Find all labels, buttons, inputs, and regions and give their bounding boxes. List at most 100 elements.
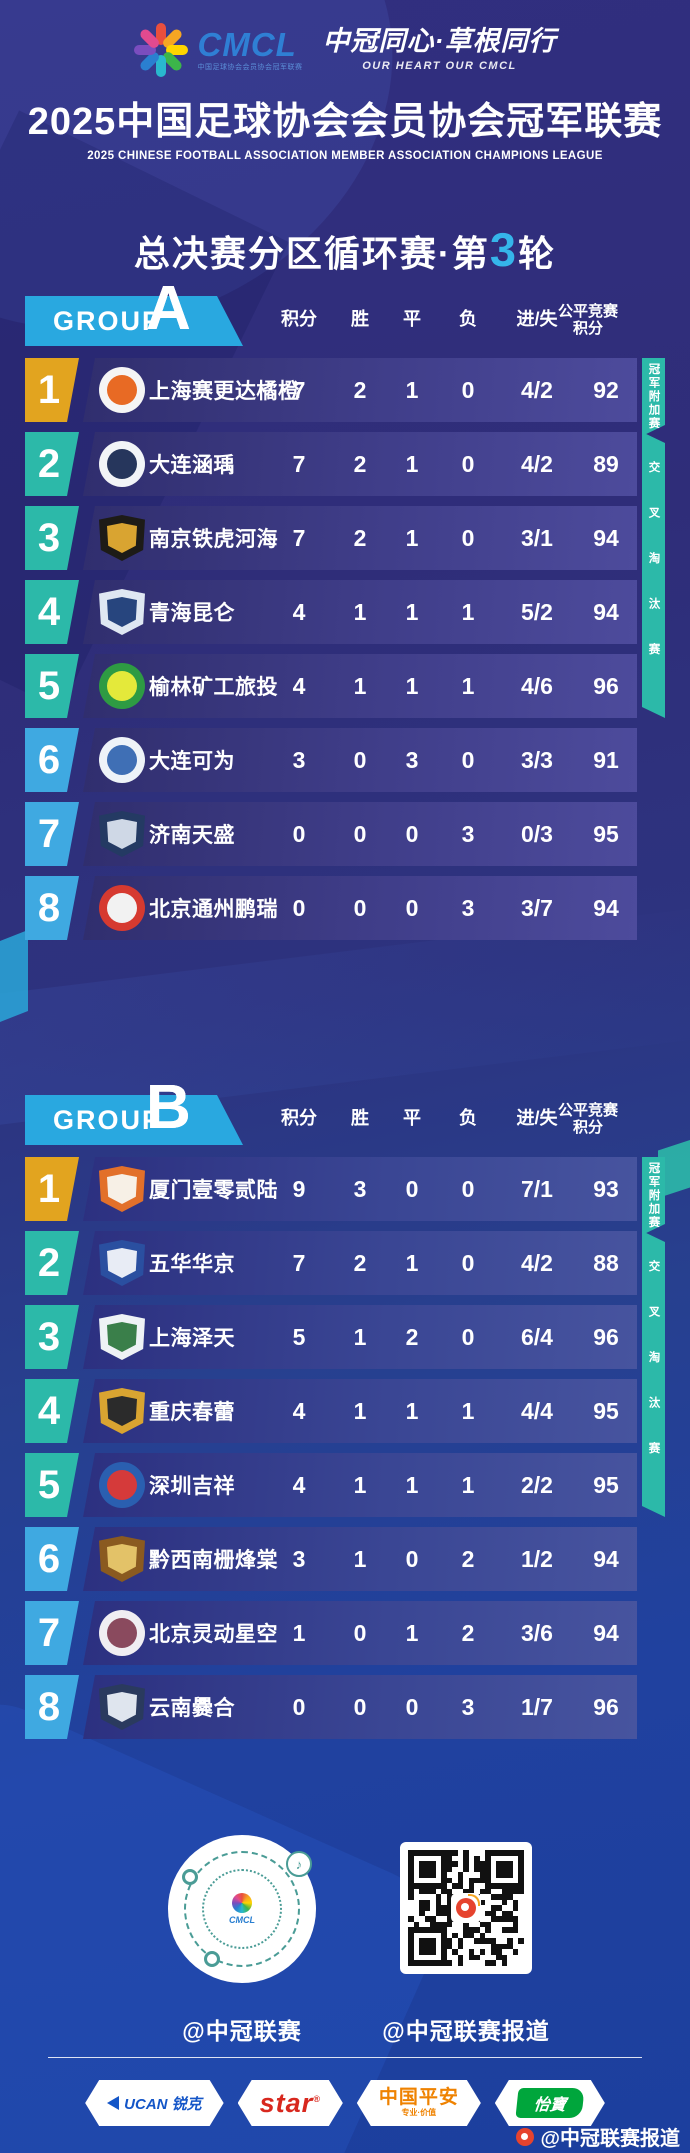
team-logo	[99, 1166, 145, 1212]
stat-goals: 7/1	[521, 1175, 553, 1202]
column-header: 公平竞赛 积分	[557, 303, 618, 338]
watermark: @中冠联赛报道	[516, 2122, 680, 2151]
team-logo-core	[107, 523, 137, 553]
standings-rows: 1 厦门壹零贰陆 9 3 0 0 7/1 93 2 五华华京 7 2 1 0 4/2 88 3 上海…	[25, 1157, 637, 1749]
sponsor-cestbon-badge: 怡寶	[495, 2080, 605, 2126]
weibo-logo-badge	[451, 1893, 481, 1923]
qr-cell	[490, 1938, 497, 1944]
column-header: 平	[403, 1108, 421, 1128]
stat-losses: 1	[461, 1397, 475, 1424]
row-bar: 上海泽天 5 1 2 0 6/4 96	[83, 1305, 637, 1369]
stat-wins: 1	[353, 1545, 367, 1572]
rank-badge: 1	[25, 1157, 79, 1221]
qr-cell	[490, 1883, 497, 1889]
qr-cell	[457, 1938, 464, 1944]
team-logo	[99, 1388, 145, 1434]
row-bar: 五华华京 7 2 1 0 4/2 88	[83, 1231, 637, 1295]
stat-wins: 1	[353, 1323, 367, 1350]
qr-cell	[446, 1910, 453, 1917]
qr-cell	[501, 1850, 508, 1856]
qr-cell	[446, 1899, 453, 1906]
qr-cell	[424, 1905, 431, 1911]
qr-pattern	[408, 1850, 524, 1966]
team-logo	[99, 1536, 145, 1582]
qr-cell	[485, 1921, 491, 1928]
qr-cell	[424, 1943, 431, 1950]
stat-wins: 0	[353, 746, 367, 773]
watermark-text: @中冠联赛报道	[540, 2128, 680, 2150]
qr-cell	[446, 1905, 453, 1911]
qr-cell	[408, 1943, 414, 1950]
rank-badge: 8	[25, 876, 79, 940]
qr-cell	[474, 1954, 480, 1961]
stat-fairplay: 93	[593, 1175, 619, 1202]
stat-points: 4	[292, 1471, 306, 1498]
stat-points: 4	[292, 598, 306, 625]
qr-cell	[441, 1943, 447, 1950]
qr-cell	[518, 1877, 524, 1884]
qr-cell	[463, 1861, 469, 1867]
stat-losses: 0	[461, 524, 475, 551]
stat-points: 5	[292, 1323, 306, 1350]
team-logo-core	[107, 819, 137, 849]
qr-cell	[490, 1910, 497, 1917]
qr-cell	[430, 1938, 436, 1944]
round-prefix: 总决赛分区循环赛·第	[133, 233, 490, 274]
stat-losses: 1	[461, 672, 475, 699]
team-name: 上海泽天	[149, 1327, 235, 1350]
stat-goals: 4/2	[521, 1249, 553, 1276]
stat-wins: 2	[353, 376, 367, 403]
team-logo-core	[107, 1322, 137, 1352]
stat-wins: 2	[353, 524, 367, 551]
qr-cell	[507, 1910, 513, 1917]
cmcl-subtext: 中国足球协会会员协会冠军联赛	[197, 63, 303, 71]
qr-cell	[463, 1932, 469, 1939]
table-row: 6 大连可为 3 0 3 0 3/3 91	[25, 728, 637, 792]
stat-wins: 2	[353, 1249, 367, 1276]
qr-cell	[457, 1954, 464, 1961]
qr-cell	[413, 1883, 420, 1889]
qr-cell	[501, 1927, 508, 1933]
qr-target-dot	[182, 1869, 198, 1885]
qr-cell	[424, 1872, 431, 1878]
qr-cell	[419, 1899, 425, 1906]
qr-cell	[479, 1949, 486, 1955]
cmcl-mini-icon	[232, 1893, 252, 1913]
stat-draws: 1	[405, 672, 419, 699]
stat-losses: 2	[461, 1619, 475, 1646]
stat-points: 0	[292, 820, 306, 847]
rank-badge: 2	[25, 1231, 79, 1295]
qr-caption-right: @中冠联赛报道	[382, 2018, 550, 2044]
qr-cell	[496, 1894, 502, 1900]
team-logo-core	[107, 449, 137, 479]
team-name: 云南爨合	[149, 1697, 235, 1720]
qr-cell	[441, 1954, 447, 1961]
qr-cell	[446, 1877, 453, 1884]
qr-cell	[419, 1943, 425, 1950]
stat-goals: 3/1	[521, 524, 553, 551]
qr-cell	[424, 1899, 431, 1906]
qr-cell	[474, 1861, 480, 1867]
qr-cell	[441, 1888, 447, 1895]
qr-cell	[496, 1883, 502, 1889]
qr-cell	[474, 1855, 480, 1862]
stat-draws: 1	[405, 1397, 419, 1424]
stat-fairplay: 94	[593, 524, 619, 551]
group-section: GROUP A 积分胜平负进/失 公平竞赛 积分 1 上海赛更达橘橙 7 2 1 0 4/…	[0, 278, 690, 946]
stat-points: 7	[292, 524, 306, 551]
column-header: 积分	[281, 309, 317, 329]
stat-losses: 2	[461, 1545, 475, 1572]
qr-cell	[485, 1883, 491, 1889]
qr-cell	[479, 1932, 486, 1939]
side-tab-label: 冠军附加赛	[647, 1162, 660, 1230]
qr-cell	[419, 1861, 425, 1867]
column-header: 进/失	[516, 309, 558, 329]
stat-draws: 1	[405, 598, 419, 625]
team-logo	[99, 1610, 145, 1656]
team-name: 北京通州鹏瑞	[149, 898, 278, 921]
stat-losses: 0	[461, 1323, 475, 1350]
team-name: 大连涵瑀	[149, 454, 235, 477]
rank-badge: 7	[25, 802, 79, 866]
qr-cell	[430, 1949, 436, 1955]
qr-cell	[507, 1883, 513, 1889]
